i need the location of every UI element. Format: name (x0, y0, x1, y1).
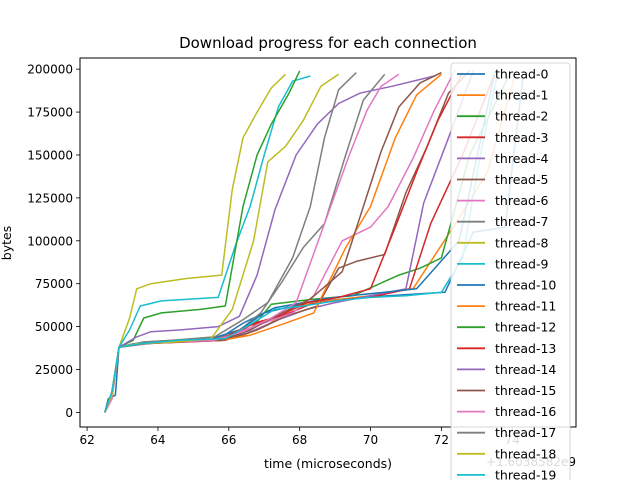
series-line-thread-14 (104, 75, 435, 413)
x-tick-label: 64 (150, 433, 165, 447)
legend-label: thread-15 (495, 383, 556, 398)
x-axis-label: time (microseconds) (264, 456, 392, 471)
y-tick-label: 75000 (35, 277, 73, 291)
series-line-thread-13 (104, 72, 464, 413)
legend-label: thread-9 (495, 256, 548, 271)
legend-label: thread-10 (495, 278, 556, 293)
legend-label: thread-17 (495, 425, 556, 440)
y-tick-label: 125000 (27, 191, 73, 205)
legend-label: thread-6 (495, 193, 548, 208)
series-line-thread-18 (104, 73, 340, 413)
x-tick-label: 62 (79, 433, 94, 447)
legend-label: thread-5 (495, 172, 548, 187)
y-tick-label: 150000 (27, 148, 73, 162)
series-line-thread-4 (104, 70, 475, 413)
legend-label: thread-0 (495, 67, 548, 82)
y-axis: 0 25000 50000 75000 100000 125000 150000 175000… (27, 63, 80, 420)
legend-label: thread-12 (495, 320, 556, 335)
legend-box (450, 62, 571, 480)
legend-label: thread-3 (495, 130, 548, 145)
y-tick-label: 50000 (35, 320, 73, 334)
x-tick-label: 68 (292, 433, 307, 447)
legend: thread-0 thread-1 thread-2 thread-3 thread-4… (450, 62, 571, 480)
x-tick-label: 72 (434, 433, 449, 447)
series-line-thread-12 (104, 70, 301, 413)
x-tick-label: 70 (363, 433, 378, 447)
y-tick-label: 0 (65, 406, 73, 420)
legend-label: thread-1 (495, 88, 548, 103)
legend-label: thread-8 (495, 235, 548, 250)
legend-label: thread-7 (495, 214, 548, 229)
y-axis-label: bytes (0, 226, 14, 260)
legend-label: thread-4 (495, 151, 548, 166)
legend-label: thread-2 (495, 109, 548, 124)
y-tick-label: 200000 (27, 63, 73, 77)
legend-label: thread-11 (495, 299, 556, 314)
series-line-thread-6 (104, 68, 457, 413)
y-tick-label: 100000 (27, 234, 73, 248)
series-layer (104, 68, 524, 413)
legend-label: thread-13 (495, 341, 556, 356)
series-line-thread-8 (104, 73, 287, 413)
y-tick-label: 25000 (35, 363, 73, 377)
legend-label: thread-16 (495, 404, 556, 419)
legend-label: thread-14 (495, 362, 556, 377)
series-line-thread-9 (104, 75, 311, 413)
y-tick-label: 175000 (27, 106, 73, 120)
series-line-thread-7 (104, 73, 386, 413)
legend-label: thread-18 (495, 446, 556, 461)
x-tick-label: 66 (221, 433, 236, 447)
plot-frame (79, 57, 577, 428)
legend-label: thread-19 (495, 467, 556, 480)
chart-title: Download progress for each connection (179, 34, 477, 52)
